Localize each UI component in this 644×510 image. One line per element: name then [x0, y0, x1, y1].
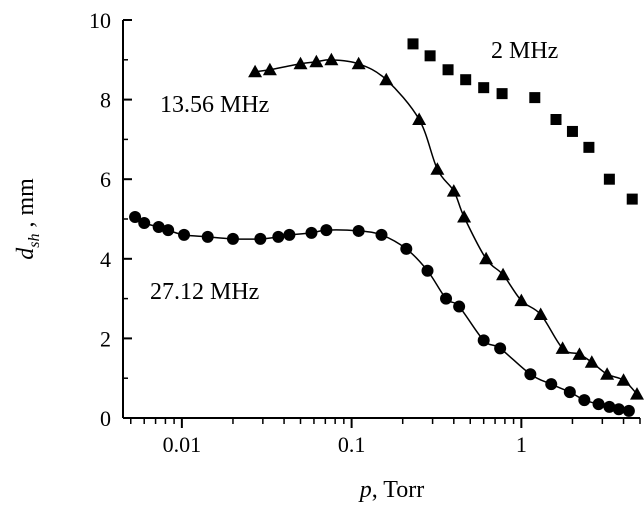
x-tick-label: 0.01 — [163, 432, 202, 457]
data-point-27-12-mhz — [138, 216, 151, 229]
series-label-27-12-mhz: 27.12 MHz — [150, 279, 259, 305]
x-tick-label: 0.1 — [338, 432, 366, 457]
data-point-13-56-mhz — [446, 184, 461, 197]
data-point-13-56-mhz — [412, 112, 427, 125]
data-point-13-56-mhz — [479, 251, 494, 265]
y-tick-label: 4 — [100, 247, 111, 272]
data-point-13-56-mhz — [555, 341, 570, 354]
labels: 0 2 4 6 8 10 0.01 0.1 1 p, Torr dsh , mm 2 MHz 13.56… — [13, 8, 558, 503]
data-markers — [129, 38, 644, 417]
y-tick-label: 0 — [100, 406, 111, 431]
data-point-13-56-mhz — [379, 72, 394, 86]
data-point-27-12-mhz — [494, 342, 507, 355]
data-point-27-12-mhz — [152, 220, 165, 233]
axes — [122, 19, 641, 428]
data-point-27-12-mhz — [622, 404, 635, 417]
data-point-13-56-mhz — [430, 162, 445, 175]
data-point-27-12-mhz — [283, 228, 296, 241]
data-point-13-56-mhz — [514, 293, 529, 307]
series-label-2-mhz: 2 MHz — [491, 38, 558, 64]
data-point-27-12-mhz — [352, 224, 365, 237]
data-point-2-mhz — [603, 173, 615, 185]
data-point-27-12-mhz — [226, 232, 239, 245]
data-point-27-12-mhz — [254, 232, 267, 245]
data-point-27-12-mhz — [305, 226, 318, 239]
data-point-2-mhz — [583, 141, 595, 153]
data-point-13-56-mhz — [457, 210, 472, 223]
data-point-13-56-mhz — [262, 62, 277, 76]
data-point-13-56-mhz — [324, 52, 339, 66]
data-point-27-12-mhz — [400, 242, 413, 255]
data-point-2-mhz — [566, 125, 578, 137]
data-point-27-12-mhz — [162, 224, 175, 237]
data-point-2-mhz — [460, 74, 472, 86]
y-tick-label: 2 — [100, 326, 111, 351]
data-point-27-12-mhz — [440, 292, 453, 305]
data-point-27-12-mhz — [453, 300, 466, 313]
data-point-27-12-mhz — [578, 394, 591, 407]
data-point-13-56-mhz — [629, 387, 644, 400]
data-point-13-56-mhz — [248, 64, 263, 78]
fit-curve-27-12-mhz — [134, 216, 629, 412]
data-point-27-12-mhz — [592, 398, 605, 411]
fit-curve-13-56-mhz — [255, 59, 638, 395]
data-point-2-mhz — [496, 88, 508, 100]
data-point-13-56-mhz — [584, 355, 599, 368]
data-point-13-56-mhz — [351, 56, 366, 70]
data-point-27-12-mhz — [524, 368, 537, 381]
data-point-27-12-mhz — [545, 378, 558, 391]
data-point-27-12-mhz — [563, 386, 576, 399]
data-point-2-mhz — [407, 38, 419, 50]
data-point-2-mhz — [424, 50, 436, 62]
y-tick-label: 8 — [100, 88, 111, 113]
data-point-27-12-mhz — [477, 334, 490, 347]
data-point-27-12-mhz — [612, 403, 625, 416]
data-point-27-12-mhz — [201, 230, 214, 243]
data-point-27-12-mhz — [421, 264, 434, 277]
data-point-13-56-mhz — [496, 267, 511, 281]
data-point-2-mhz — [529, 92, 541, 104]
y-axis-title: dsh , mm — [13, 178, 43, 260]
x-axis-title: p, Torr — [358, 477, 425, 503]
x-tick-label: 1 — [516, 432, 527, 457]
data-point-13-56-mhz — [572, 347, 587, 360]
data-point-2-mhz — [442, 64, 454, 76]
data-point-27-12-mhz — [129, 211, 142, 224]
y-tick-label: 10 — [89, 8, 111, 33]
data-point-27-12-mhz — [320, 224, 333, 237]
data-point-13-56-mhz — [616, 373, 631, 386]
data-point-2-mhz — [550, 114, 562, 125]
data-point-2-mhz — [626, 193, 638, 205]
series-label-13-56-mhz: 13.56 MHz — [160, 92, 269, 118]
data-point-13-56-mhz — [533, 307, 548, 321]
data-point-27-12-mhz — [272, 230, 285, 243]
data-point-13-56-mhz — [293, 56, 308, 70]
data-point-13-56-mhz — [309, 54, 324, 68]
y-tick-label: 6 — [100, 167, 111, 192]
data-point-13-56-mhz — [600, 367, 615, 380]
data-point-2-mhz — [478, 82, 490, 94]
data-point-27-12-mhz — [375, 228, 388, 241]
data-point-27-12-mhz — [603, 400, 616, 413]
data-point-27-12-mhz — [178, 228, 191, 241]
